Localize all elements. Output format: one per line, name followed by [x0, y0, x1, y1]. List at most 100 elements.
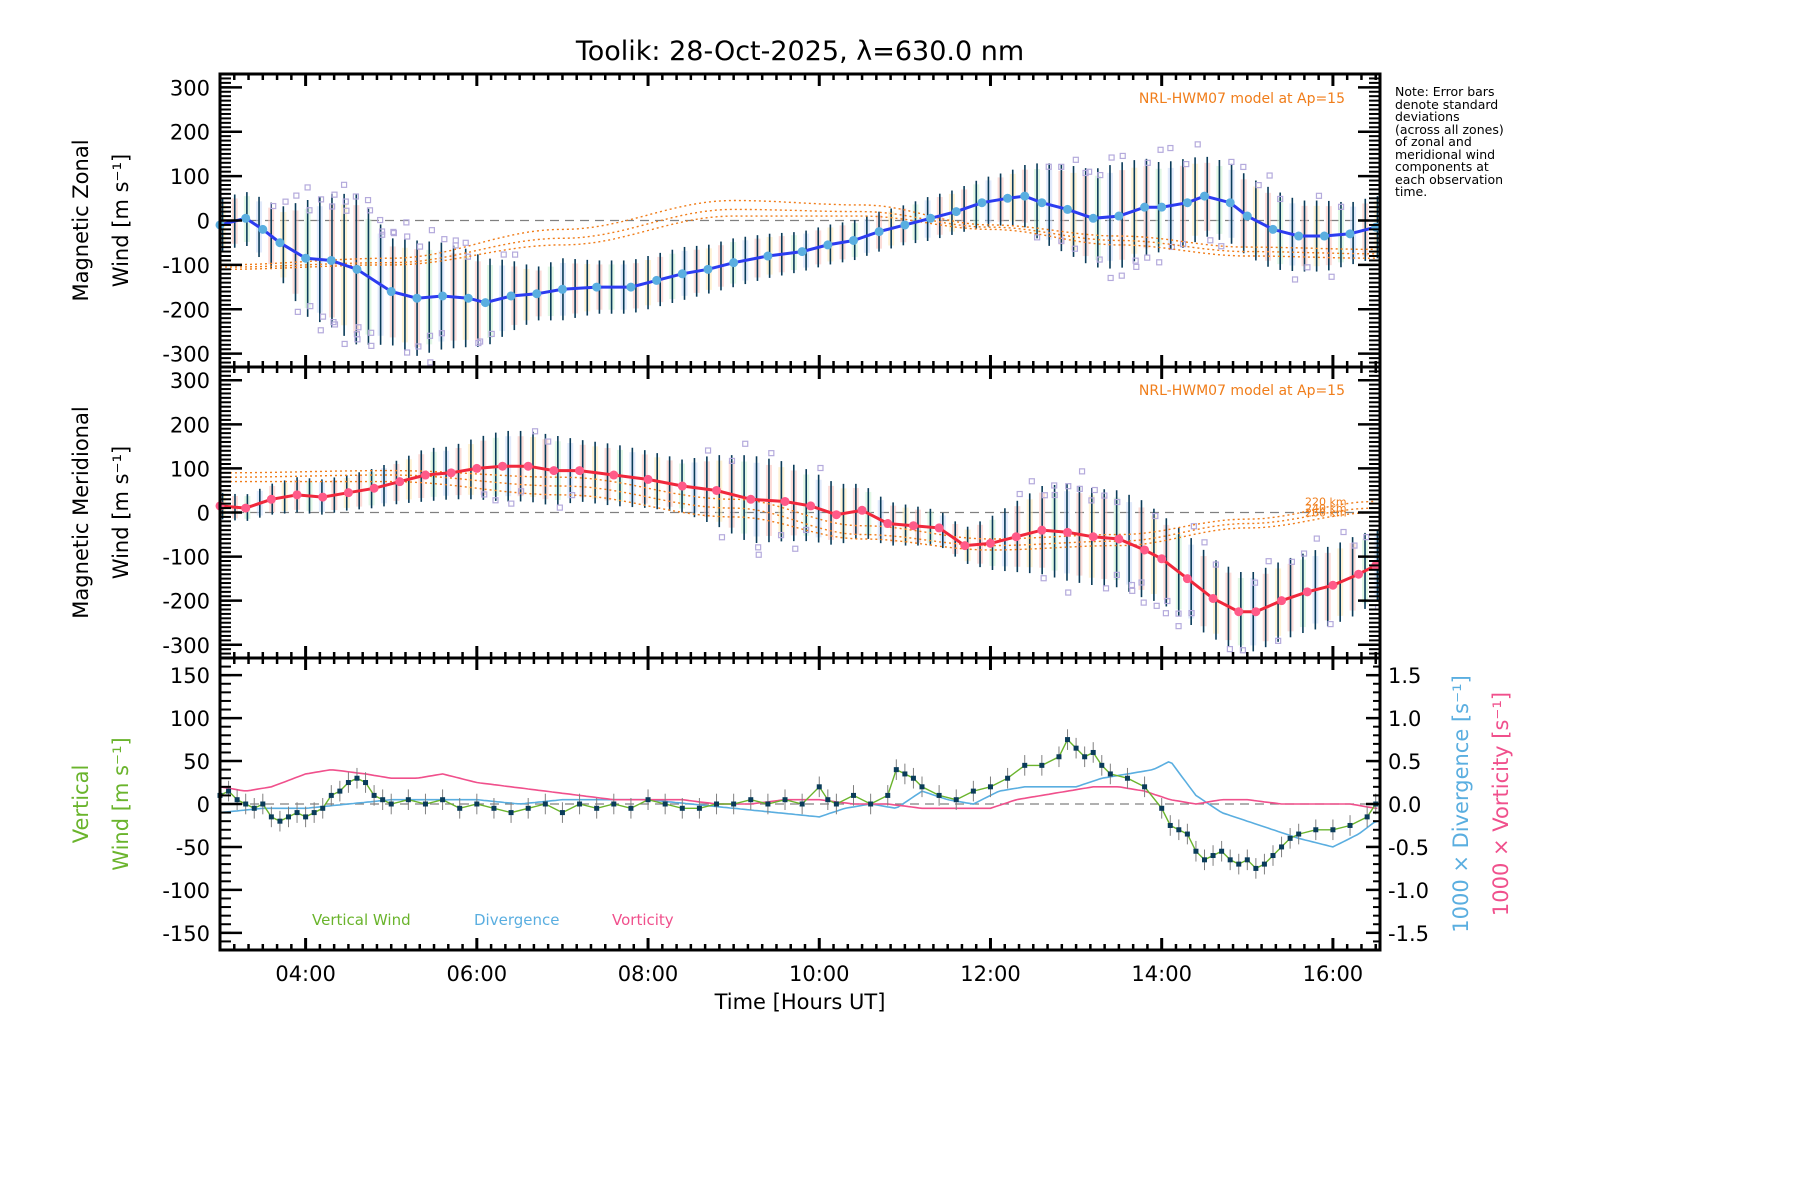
zone-point: [331, 191, 338, 198]
vertical-wind-point: [440, 797, 446, 803]
zone-point: [1045, 163, 1052, 170]
zone-point: [340, 181, 348, 188]
vertical-wind-point: [1270, 853, 1276, 859]
zone-point: [1240, 163, 1247, 171]
zone-point: [488, 330, 495, 338]
mean-wind-point: [1319, 231, 1329, 241]
y-tick-label: -100: [162, 879, 210, 903]
vertical-wind-point: [885, 792, 891, 798]
vertical-wind-point: [662, 801, 668, 807]
zone-point: [1265, 558, 1272, 565]
zone-point: [368, 329, 375, 336]
zone-point: [1108, 154, 1115, 161]
legend-vertical-wind: Vertical Wind: [312, 911, 411, 929]
zone-point: [1340, 528, 1347, 536]
zone-point: [1097, 171, 1104, 179]
vertical-wind-point: [611, 801, 617, 807]
y-tick-label: 100: [170, 707, 210, 731]
vertical-wind-point: [919, 784, 925, 790]
mean-wind-point: [652, 275, 662, 285]
zone-point: [416, 243, 424, 250]
zone-point: [755, 544, 762, 551]
zone-point: [415, 343, 422, 350]
right-y-tick-label: -0.5: [1388, 836, 1429, 860]
vertical-wind-point: [679, 805, 685, 811]
note-line: meridional wind: [1395, 146, 1496, 162]
zone-point: [1167, 144, 1174, 152]
mean-wind-point: [1140, 202, 1150, 212]
mean-wind-point: [343, 488, 353, 498]
chart-title: Toolik: 28-Oct-2025, λ=630.0 nm: [575, 36, 1024, 67]
zone-point: [428, 227, 436, 234]
x-tick-label: 16:00: [1303, 962, 1364, 986]
note-line: components at: [1395, 159, 1489, 174]
zone-point: [1065, 483, 1072, 490]
zone-point: [1078, 468, 1086, 475]
zone-point: [1201, 539, 1208, 546]
mean-wind-point: [480, 298, 490, 308]
y-tick-label: -100: [162, 254, 210, 278]
mean-wind-point: [241, 503, 251, 513]
vertical-wind-point: [953, 797, 959, 803]
vertical-wind-point: [405, 797, 411, 803]
right-y-tick-label: -1.5: [1388, 922, 1429, 946]
vertical-wind-point: [1159, 805, 1165, 811]
zone-point: [531, 428, 539, 435]
vertical-wind-point: [594, 805, 600, 811]
mean-wind-point: [592, 282, 602, 292]
vertical-wind-point: [277, 818, 283, 824]
zone-point: [452, 242, 459, 249]
vertical-wind-point: [345, 780, 351, 786]
y-axis-label-line1: Magnetic Meridional: [69, 406, 93, 618]
vertical-wind-point: [285, 814, 291, 820]
x-axis-label: Time [Hours UT]: [714, 990, 886, 1014]
vorticity-line: [219, 769, 1378, 810]
mean-wind-point: [1354, 569, 1364, 579]
mean-wind-point: [438, 291, 448, 301]
mean-wind-point: [823, 240, 833, 250]
mean-wind-point: [549, 466, 559, 476]
vertical-wind-point: [474, 801, 480, 807]
right-y-tick-label: 0.5: [1388, 750, 1421, 774]
note-line: each observation: [1395, 171, 1504, 187]
zone-point: [1101, 492, 1108, 499]
y-tick-label: 0: [197, 793, 210, 817]
vertical-wind-point: [1261, 861, 1267, 867]
mean-wind-point: [900, 220, 910, 230]
zone-point: [282, 198, 289, 205]
zone-point: [1315, 192, 1323, 199]
zone-point: [379, 231, 386, 238]
zone-point: [1175, 610, 1182, 617]
zone-point: [1040, 575, 1047, 582]
mean-wind-point: [1200, 191, 1210, 201]
vertical-wind-point: [243, 801, 249, 807]
zone-point: [353, 331, 361, 338]
zone-point: [352, 193, 359, 200]
zone-point: [1190, 523, 1197, 530]
zonal-wind-panel: NRL-HWM07 model at Ap=15 -300 -200 -100 0 100…: [69, 72, 1382, 369]
mean-wind-point: [1302, 587, 1312, 597]
zone-point: [1107, 274, 1114, 282]
model-annotation: NRL-HWM07 model at Ap=15: [1139, 91, 1345, 107]
zone-point: [768, 450, 775, 457]
vertical-wind-point: [1167, 822, 1173, 828]
zone-point: [508, 500, 515, 507]
vertical-wind-point: [525, 805, 531, 811]
vertical-wind-point: [1210, 853, 1216, 859]
mean-wind-point: [266, 494, 276, 504]
note-line: time.: [1395, 184, 1428, 199]
mean-wind-point: [703, 264, 713, 274]
y-tick-label: -300: [162, 343, 210, 367]
zone-point: [403, 219, 410, 226]
mean-wind-point: [386, 287, 396, 297]
zone-point: [1207, 237, 1214, 244]
zone-point: [1058, 163, 1065, 170]
mean-wind-point: [1182, 198, 1192, 208]
y-tick-label: 300: [170, 76, 210, 100]
mean-wind-point: [472, 463, 482, 473]
zone-point: [329, 203, 336, 210]
mean-wind-point: [1234, 607, 1244, 617]
vertical-wind-point: [1227, 857, 1233, 863]
mean-wind-point: [1088, 532, 1098, 542]
